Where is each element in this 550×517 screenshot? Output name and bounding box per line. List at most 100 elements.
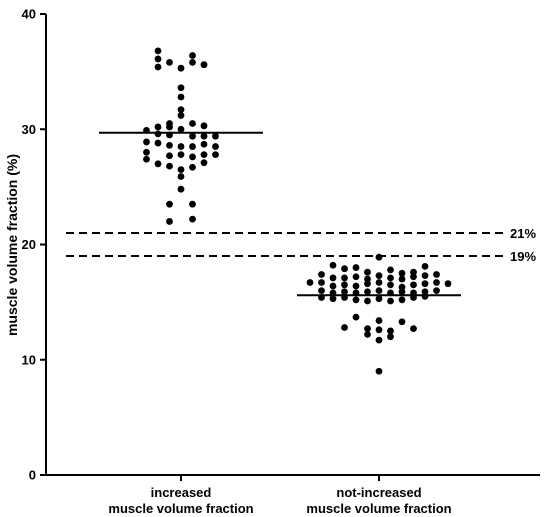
data-point xyxy=(318,271,325,278)
data-point xyxy=(318,294,325,301)
data-point xyxy=(410,273,417,281)
data-point xyxy=(398,275,406,283)
data-point xyxy=(375,272,383,280)
data-point xyxy=(177,151,185,159)
data-point xyxy=(166,131,173,139)
data-point xyxy=(200,159,208,167)
data-point xyxy=(200,140,208,148)
data-point xyxy=(387,289,394,297)
data-point xyxy=(189,120,196,127)
data-point xyxy=(177,106,185,114)
reference-lines: 21% 19% xyxy=(66,226,536,264)
data-point xyxy=(177,125,185,133)
data-point xyxy=(177,84,185,92)
data-point xyxy=(200,151,208,159)
data-point xyxy=(189,163,196,171)
data-point xyxy=(364,330,371,338)
data-point xyxy=(177,166,185,173)
data-point xyxy=(398,269,406,277)
data-point xyxy=(143,138,150,146)
x-category-label: increased muscle volume fraction xyxy=(108,485,253,516)
data-point xyxy=(329,261,337,269)
data-point xyxy=(166,152,173,160)
median-lines xyxy=(99,131,461,297)
data-point xyxy=(166,162,173,170)
data-point xyxy=(200,132,208,140)
data-point xyxy=(166,141,173,149)
data-point xyxy=(200,61,208,69)
data-point xyxy=(189,132,196,140)
data-point xyxy=(341,274,348,282)
data-points xyxy=(143,47,452,375)
data-point xyxy=(143,148,150,156)
data-point xyxy=(166,123,173,131)
data-point xyxy=(433,271,440,278)
data-point xyxy=(154,130,162,138)
data-point xyxy=(189,200,196,208)
data-point xyxy=(154,139,162,147)
data-point xyxy=(375,317,383,324)
data-point xyxy=(421,280,429,288)
data-point xyxy=(212,132,219,140)
data-point xyxy=(352,273,360,281)
y-tick-label: 20 xyxy=(22,237,36,252)
data-point xyxy=(212,151,219,159)
data-point xyxy=(387,327,394,335)
data-point xyxy=(329,295,337,303)
data-point xyxy=(375,295,383,303)
data-point xyxy=(143,155,150,163)
data-point xyxy=(306,279,314,286)
data-point xyxy=(189,52,196,59)
data-point xyxy=(375,336,383,344)
data-point xyxy=(421,262,429,270)
data-point xyxy=(387,266,394,274)
data-point xyxy=(177,112,185,119)
data-point xyxy=(318,287,325,294)
x-category-label-line: increased xyxy=(151,485,212,500)
data-point xyxy=(341,294,348,301)
data-point xyxy=(421,272,429,280)
data-point xyxy=(410,281,417,289)
data-point xyxy=(375,287,383,294)
data-point xyxy=(341,265,348,273)
data-point xyxy=(154,160,162,168)
data-point xyxy=(177,173,185,180)
data-point xyxy=(189,59,196,66)
y-tick-label: 0 xyxy=(29,468,36,483)
data-point xyxy=(444,280,452,288)
y-tick-label: 10 xyxy=(22,352,36,367)
data-point xyxy=(352,289,360,297)
data-point xyxy=(154,47,162,55)
data-point xyxy=(387,274,394,282)
x-category-label: not-increased muscle volume fraction xyxy=(306,485,451,516)
data-point xyxy=(341,288,348,296)
data-point xyxy=(364,325,371,333)
data-point xyxy=(329,289,337,297)
data-point xyxy=(410,325,417,333)
data-point xyxy=(166,200,173,208)
data-point xyxy=(177,143,185,150)
data-point xyxy=(410,294,417,301)
data-point xyxy=(341,281,348,289)
data-point xyxy=(154,63,162,71)
data-point xyxy=(364,280,371,288)
x-category-label-line: muscle volume fraction xyxy=(306,501,451,516)
data-point xyxy=(318,279,325,286)
data-point xyxy=(143,127,150,134)
data-point xyxy=(329,274,337,282)
data-point xyxy=(375,279,383,286)
data-point xyxy=(375,326,383,334)
x-category-label-line: muscle volume fraction xyxy=(108,501,253,516)
data-point xyxy=(387,297,394,305)
data-point xyxy=(189,153,196,161)
data-point xyxy=(189,215,196,223)
data-point xyxy=(375,367,383,375)
y-axis-label: muscle volume fraction (%) xyxy=(4,154,20,336)
y-tick-label: 40 xyxy=(22,7,36,22)
data-point xyxy=(341,324,348,331)
data-point xyxy=(166,59,173,66)
data-point xyxy=(421,292,429,300)
data-point xyxy=(177,64,185,72)
data-point xyxy=(398,296,406,304)
